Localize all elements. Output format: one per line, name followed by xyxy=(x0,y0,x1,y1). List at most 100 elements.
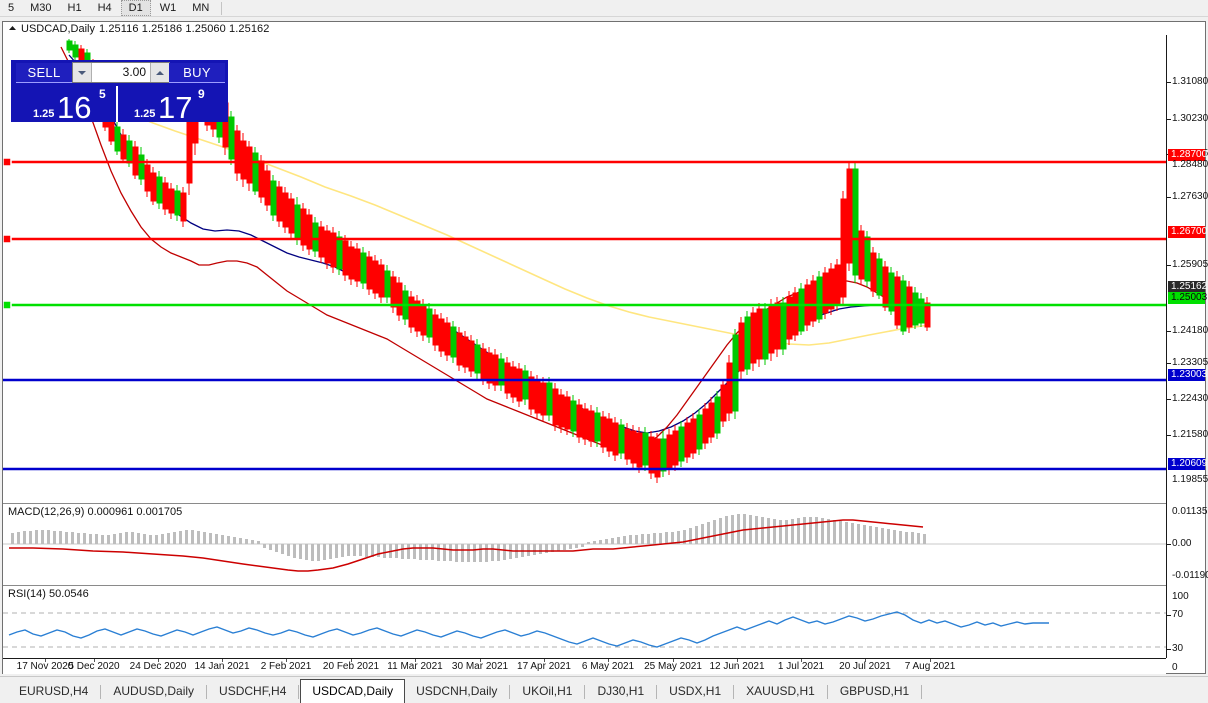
macd-chart-svg xyxy=(3,514,1166,572)
rsi-tick-label: 100 xyxy=(1172,591,1189,602)
chart-tab-usdcnh-daily[interactable]: USDCNH,Daily xyxy=(416,684,498,698)
collapse-triangle-icon[interactable] xyxy=(8,24,17,33)
volume-input[interactable]: 3.00 xyxy=(72,62,170,83)
date-tick-label: 20 Jul 2021 xyxy=(839,661,891,672)
tab-divider xyxy=(298,685,300,699)
macd-tick-label: 0.00 xyxy=(1172,538,1192,549)
sell-button[interactable]: SELL xyxy=(16,63,72,83)
toolbar-divider xyxy=(221,1,223,15)
price-tick-label: 1.31080 xyxy=(1172,76,1208,87)
price-tick-label: 1.19855 xyxy=(1172,474,1208,485)
macd-pane[interactable]: MACD(12,26,9) 0.000961 0.001705 xyxy=(3,503,1166,584)
volume-decrease-button[interactable] xyxy=(73,63,92,82)
rsi-label: RSI(14) 50.0546 xyxy=(8,588,89,600)
rsi-tick-label: 70 xyxy=(1172,609,1184,620)
timeframe-button-m30[interactable]: M30 xyxy=(30,2,52,14)
date-tick-label: 2 Feb 2021 xyxy=(260,661,312,672)
chart-tab-bar: EURUSD,H4 AUDUSD,Daily USDCHF,H4 USDCAD,… xyxy=(0,676,1208,703)
timeframe-button-d1[interactable]: D1 xyxy=(120,0,151,16)
price-tag-resistance-1: 1.28700 xyxy=(1168,149,1207,161)
date-tick-label: 25 May 2021 xyxy=(644,661,702,672)
chart-tab-dj30-h1[interactable]: DJ30,H1 xyxy=(597,684,645,698)
chart-symbol-title: USDCAD,Daily xyxy=(21,22,95,35)
chart-tab-xauusd-h1[interactable]: XAUUSD,H1 xyxy=(746,684,815,698)
date-tick-label: 30 Mar 2021 xyxy=(451,661,509,672)
date-tick-label: 6 May 2021 xyxy=(581,661,635,672)
buy-button[interactable]: BUY xyxy=(169,63,225,83)
sell-price-pips: 16 xyxy=(57,90,92,122)
price-tick-label: 1.22430 xyxy=(1172,393,1208,404)
volume-value[interactable]: 3.00 xyxy=(122,65,146,79)
date-tick-label: 1 Jul 2021 xyxy=(777,661,825,672)
chart-tab-usdchf-h4[interactable]: USDCHF,H4 xyxy=(219,684,287,698)
timeframe-button-w1[interactable]: W1 xyxy=(159,2,177,14)
price-tag-last: 1.25162 xyxy=(1168,281,1207,293)
timeframe-button-h1[interactable]: H1 xyxy=(67,2,82,14)
tab-divider xyxy=(826,685,828,699)
sell-price-prefix: 1.25 xyxy=(33,108,55,120)
chevron-down-icon xyxy=(78,70,86,75)
macd-label: MACD(12,26,9) 0.000961 0.001705 xyxy=(8,506,183,518)
price-tick-label: 1.21580 xyxy=(1172,429,1208,440)
rsi-tick-label: 30 xyxy=(1172,643,1184,654)
date-tick-label: 20 Feb 2021 xyxy=(322,661,380,672)
time-scale[interactable]: 17 Nov 2020 5 Dec 2020 24 Dec 2020 14 Ja… xyxy=(3,658,1166,674)
date-tick-label: 5 Dec 2020 xyxy=(68,661,120,672)
price-tag-support-2: 1.20609 xyxy=(1168,458,1207,470)
price-tick-label: 1.24180 xyxy=(1172,325,1208,336)
price-tick-label: 1.25905 xyxy=(1172,259,1208,270)
sell-price-fraction: 5 xyxy=(99,87,106,101)
price-tick-label: 1.28480 xyxy=(1172,159,1208,170)
buy-price-display[interactable]: 1.25 17 9 xyxy=(122,86,227,122)
chart-tab-gbpusd-h1[interactable]: GBPUSD,H1 xyxy=(839,684,910,698)
timeframe-button-h4[interactable]: H4 xyxy=(97,2,112,14)
price-tag-current: 1.25003 xyxy=(1168,292,1207,304)
chart-tab-audusd-daily[interactable]: AUDUSD,Daily xyxy=(113,684,195,698)
tab-divider xyxy=(100,685,102,699)
rsi-tick-label: 0 xyxy=(1172,662,1178,673)
rsi-chart-svg xyxy=(3,611,1166,648)
chart-window: USDCAD,Daily 1.25116 1.25186 1.25060 1.2… xyxy=(2,21,1208,674)
chart-tab-usdx-h1[interactable]: USDX,H1 xyxy=(669,684,722,698)
tab-divider xyxy=(206,685,208,699)
date-tick-label: 17 Apr 2021 xyxy=(517,661,571,672)
ma-slow-line xyxy=(80,96,930,346)
date-tick-label: 24 Dec 2020 xyxy=(129,661,187,672)
rsi-pane[interactable]: RSI(14) 50.0546 xyxy=(3,585,1166,658)
buy-price-pips: 17 xyxy=(158,90,193,122)
trade-panel-top-row: SELL 3.00 BUY xyxy=(12,61,229,85)
date-tick-label: 14 Jan 2021 xyxy=(194,661,250,672)
chart-tab-usdcad-daily[interactable]: USDCAD,Daily xyxy=(300,679,406,703)
buy-price-fraction: 9 xyxy=(198,87,205,101)
chart-ohlc-values: 1.25116 1.25186 1.25060 1.25162 xyxy=(98,22,270,35)
date-tick-label: 11 Mar 2021 xyxy=(387,661,443,672)
chart-tab-ukoil-h1[interactable]: UKOil,H1 xyxy=(522,684,573,698)
volume-increase-button[interactable] xyxy=(150,63,169,82)
price-scale[interactable]: 1.31080 1.30230 1.29355 1.28700 1.28480 … xyxy=(1166,35,1208,673)
price-tag-support-1: 1.23003 xyxy=(1168,369,1207,381)
macd-histogram xyxy=(11,514,926,562)
tab-divider xyxy=(733,685,735,699)
tab-divider xyxy=(656,685,658,699)
chart-header: USDCAD,Daily 1.25116 1.25186 1.25060 1.2… xyxy=(3,22,269,35)
price-tick-label: 1.30230 xyxy=(1172,113,1208,124)
one-click-trading-panel[interactable]: SELL 3.00 BUY 1.25 16 5 1.25 xyxy=(11,60,228,122)
timeframe-button-mn[interactable]: MN xyxy=(192,2,210,14)
date-tick-label: 7 Aug 2021 xyxy=(904,661,956,672)
ma-fast-line xyxy=(60,46,928,450)
date-tick-label: 17 Nov 2020 xyxy=(16,661,74,672)
tab-divider xyxy=(584,685,586,699)
timeframe-button-m5[interactable]: 5 xyxy=(8,2,15,14)
macd-tick-label: 0.01135 xyxy=(1172,506,1208,517)
macd-tick-label: -0.01190 xyxy=(1172,570,1208,581)
sell-price-display[interactable]: 1.25 16 5 xyxy=(13,86,118,122)
price-tag-resistance-2: 1.26700 xyxy=(1168,226,1207,238)
chevron-up-icon xyxy=(156,70,164,75)
price-tick-label: 1.27630 xyxy=(1172,191,1208,202)
tab-divider xyxy=(509,685,511,699)
timeframe-toolbar: 5 M30 H1 H4 D1 W1 MN xyxy=(0,0,1208,17)
chart-tab-eurusd-h4[interactable]: EURUSD,H4 xyxy=(19,684,89,698)
buy-price-prefix: 1.25 xyxy=(134,108,156,120)
macd-signal-line xyxy=(9,519,924,572)
